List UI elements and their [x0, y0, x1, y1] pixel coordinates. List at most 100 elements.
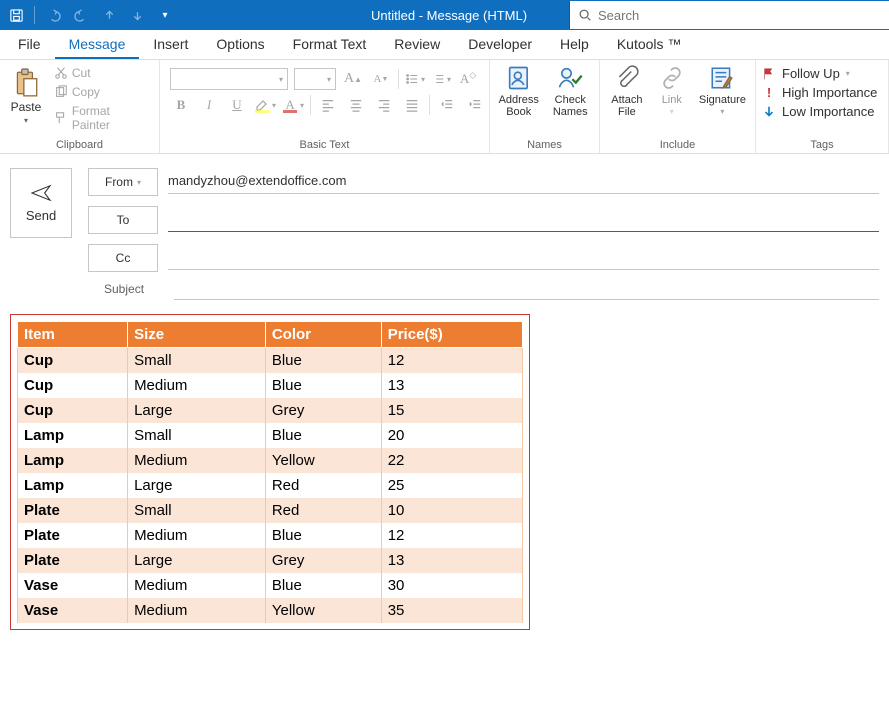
copy-label: Copy: [72, 85, 100, 99]
font-color-button[interactable]: A ▾: [282, 97, 304, 113]
next-item-icon[interactable]: [127, 5, 147, 25]
paste-label: Paste: [11, 100, 42, 114]
search-box[interactable]: [569, 1, 889, 29]
paste-button[interactable]: Paste ▾: [4, 62, 48, 130]
title-bar: ▾ Untitled - Message (HTML): [0, 0, 889, 30]
signature-label: Signature: [699, 94, 746, 106]
link-button[interactable]: Link ▾: [652, 62, 692, 130]
search-input[interactable]: [598, 8, 881, 23]
table-cell: 15: [381, 398, 522, 423]
tab-insert[interactable]: Insert: [139, 30, 202, 59]
low-importance-label: Low Importance: [782, 104, 875, 119]
tab-file[interactable]: File: [4, 30, 55, 59]
redo-icon[interactable]: [71, 5, 91, 25]
numbering-button[interactable]: ▾: [431, 72, 451, 86]
group-clipboard: Paste ▾ Cut Copy: [0, 60, 160, 153]
from-value: mandyzhou@extendoffice.com: [168, 173, 346, 188]
table-cell: 13: [381, 373, 522, 398]
check-names-button[interactable]: Check Names: [546, 62, 596, 130]
table-cell: Medium: [128, 573, 266, 598]
table-cell: Yellow: [265, 598, 381, 623]
chevron-down-icon: ▾: [24, 116, 28, 125]
font-size-select[interactable]: ▾: [294, 68, 336, 90]
clear-formatting-button[interactable]: A◇: [457, 68, 479, 90]
low-importance-button[interactable]: Low Importance: [760, 104, 879, 119]
justify-button[interactable]: [401, 94, 423, 116]
grow-font-button[interactable]: A▲: [342, 68, 364, 90]
table-cell: 30: [381, 573, 522, 598]
table-row: LampLargeRed25: [18, 473, 523, 498]
table-cell: Small: [128, 348, 266, 374]
font-name-select[interactable]: ▾: [170, 68, 288, 90]
table-row: VaseMediumBlue30: [18, 573, 523, 598]
table-cell: Blue: [265, 523, 381, 548]
tab-message[interactable]: Message: [55, 30, 140, 59]
group-names: Address Book Check Names Names: [490, 60, 600, 153]
save-icon[interactable]: [6, 5, 26, 25]
attach-file-button[interactable]: Attach File: [604, 62, 650, 130]
tab-format-text[interactable]: Format Text: [279, 30, 381, 59]
table-cell: 35: [381, 598, 522, 623]
address-book-button[interactable]: Address Book: [494, 62, 544, 130]
tab-kutools[interactable]: Kutools ™: [603, 30, 696, 59]
cc-button[interactable]: Cc: [88, 244, 158, 272]
from-button[interactable]: From ▾: [88, 168, 158, 196]
table-row: CupLargeGrey15: [18, 398, 523, 423]
table-cell: Medium: [128, 448, 266, 473]
tab-developer[interactable]: Developer: [454, 30, 546, 59]
shrink-font-button[interactable]: A▼: [370, 68, 392, 90]
send-button[interactable]: Send: [10, 168, 72, 238]
check-names-label: Check Names: [553, 94, 588, 118]
table-cell: Small: [128, 423, 266, 448]
to-field[interactable]: [168, 206, 879, 232]
subject-field[interactable]: [174, 278, 879, 300]
align-left-button[interactable]: [317, 94, 339, 116]
to-label: To: [117, 213, 130, 227]
follow-up-button[interactable]: Follow Up ▾: [760, 66, 879, 81]
table-cell: Red: [265, 473, 381, 498]
table-row: PlateSmallRed10: [18, 498, 523, 523]
table-cell: 20: [381, 423, 522, 448]
high-importance-button[interactable]: ! High Importance: [760, 85, 879, 100]
table-cell: Large: [128, 473, 266, 498]
table-cell: 12: [381, 523, 522, 548]
table-cell: 12: [381, 348, 522, 374]
highlight-color-button[interactable]: ▾: [254, 97, 276, 113]
italic-button[interactable]: I: [198, 94, 220, 116]
decrease-indent-button[interactable]: [436, 94, 458, 116]
cc-field[interactable]: [168, 244, 879, 270]
table-cell: Lamp: [18, 473, 128, 498]
table-cell: Grey: [265, 548, 381, 573]
address-book-label: Address Book: [499, 94, 539, 118]
window-title: Untitled - Message (HTML): [371, 8, 527, 23]
table-header-cell: Size: [128, 322, 266, 348]
table-cell: Small: [128, 498, 266, 523]
table-cell: Cup: [18, 398, 128, 423]
tab-review[interactable]: Review: [380, 30, 454, 59]
bold-button[interactable]: B: [170, 94, 192, 116]
prev-item-icon[interactable]: [99, 5, 119, 25]
align-right-button[interactable]: [373, 94, 395, 116]
table-header-cell: Color: [265, 322, 381, 348]
format-painter-button[interactable]: Format Painter: [50, 102, 155, 134]
cut-button[interactable]: Cut: [50, 64, 155, 82]
chevron-down-icon: ▾: [137, 178, 141, 187]
tab-help[interactable]: Help: [546, 30, 603, 59]
message-body[interactable]: ItemSizeColorPrice($) CupSmallBlue12CupM…: [0, 300, 889, 644]
undo-icon[interactable]: [43, 5, 63, 25]
table-cell: Blue: [265, 348, 381, 374]
signature-button[interactable]: Signature ▾: [694, 62, 751, 130]
group-basic-text: ▾ ▾ A▲ A▼ ▾ ▾ A◇ B I U: [160, 60, 490, 153]
qat-customize-icon[interactable]: ▾: [155, 5, 175, 25]
bullets-button[interactable]: ▾: [405, 72, 425, 86]
group-label-tags: Tags: [760, 137, 884, 153]
align-center-button[interactable]: [345, 94, 367, 116]
increase-indent-button[interactable]: [464, 94, 486, 116]
send-icon: [30, 184, 52, 202]
copy-button[interactable]: Copy: [50, 83, 155, 101]
underline-button[interactable]: U: [226, 94, 248, 116]
tab-options[interactable]: Options: [202, 30, 278, 59]
to-button[interactable]: To: [88, 206, 158, 234]
from-field[interactable]: mandyzhou@extendoffice.com: [168, 168, 879, 194]
table-row: PlateLargeGrey13: [18, 548, 523, 573]
